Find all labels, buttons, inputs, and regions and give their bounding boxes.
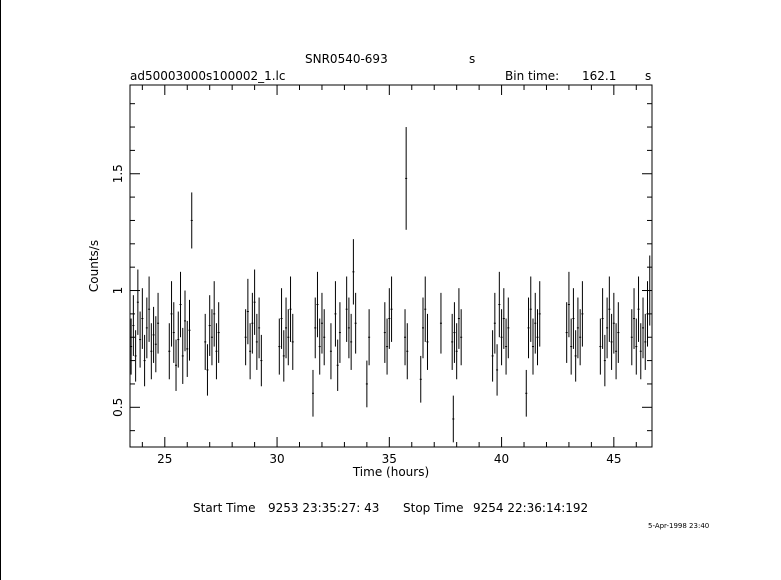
x-tick-label: 45 xyxy=(606,452,621,466)
x-tick-label: 40 xyxy=(494,452,509,466)
bin-time-value: 162.1 xyxy=(582,69,616,83)
stop-time-value: 9254 22:36:14:192 xyxy=(473,501,588,515)
chart-title: SNR0540-693 xyxy=(305,52,388,66)
stop-time-label: Stop Time xyxy=(403,501,463,515)
bin-time-label: Bin time: xyxy=(505,69,559,83)
start-time-value: 9253 23:35:27: 43 xyxy=(268,501,379,515)
x-axis-label: Time (hours) xyxy=(352,465,429,479)
file-label: ad50003000s100002_1.lc xyxy=(130,69,286,83)
axis-ticks xyxy=(130,85,652,447)
y-axis-label: Counts/s xyxy=(87,240,101,292)
x-tick-label: 30 xyxy=(269,452,284,466)
y-tick-label: 1.5 xyxy=(111,164,125,183)
page-left-rule xyxy=(0,0,1,580)
y-tick-label: 0.5 xyxy=(111,398,125,417)
x-tick-label: 25 xyxy=(157,452,172,466)
x-tick-label: 35 xyxy=(382,452,397,466)
chart-title-suffix: s xyxy=(469,52,475,66)
data-series xyxy=(130,127,651,443)
bin-time-unit: s xyxy=(645,69,651,83)
start-time-label: Start Time xyxy=(193,501,256,515)
plot-frame xyxy=(129,84,653,448)
y-tick-label: 1 xyxy=(111,287,125,295)
date-stamp: 5-Apr-1998 23:40 xyxy=(648,522,709,530)
axis-tick-labels: 25 30 35 40 45 0.5 1 1.5 xyxy=(111,164,621,466)
